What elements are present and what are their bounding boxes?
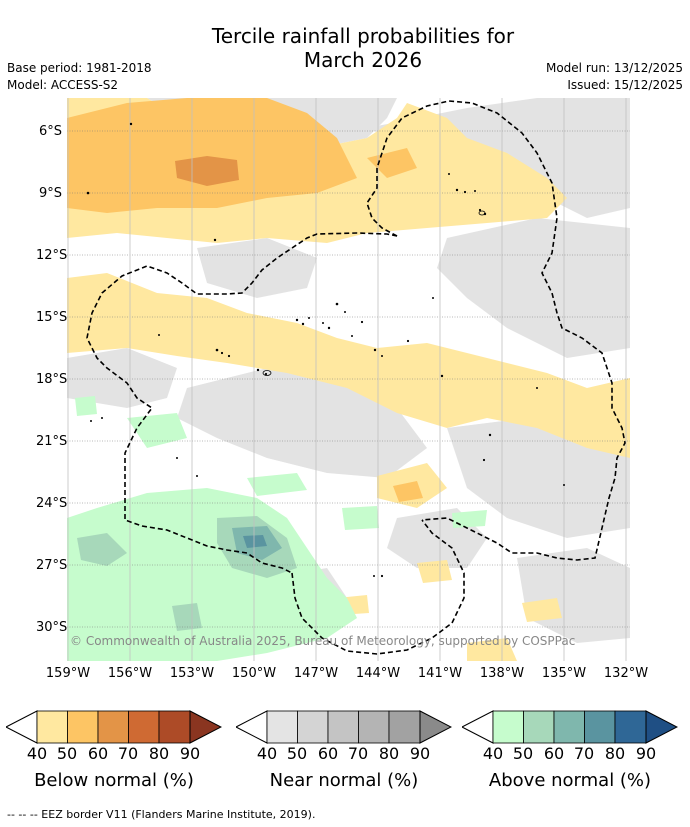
colorbar-below-tick-40: 40 [26,744,48,763]
meta-left: Base period: 1981-2018 Model: ACCESS-S2 [7,60,152,94]
colorbar-near-swatch-70 [358,710,390,744]
eez-borders [86,100,626,655]
colorbar-near-tick-50: 50 [286,744,308,763]
colorbar-below-swatch-50 [67,710,99,744]
map-title-line2: March 2026 [303,48,423,72]
colorbar-above-tick-90: 90 [635,744,657,763]
colorbar-above-tick-40: 40 [482,744,504,763]
colorbar-below-swatch-80 [158,710,191,744]
colorbar-near-tick-60: 60 [317,744,339,763]
colorbar-below-tick-70: 70 [117,744,139,763]
lon-label-150w: 150°W [231,666,277,681]
colorbar-near-swatch-80 [388,710,421,744]
colorbar-below-max-arrow [189,710,222,744]
colorbar-above-swatch-60 [553,710,585,744]
colorbar-below [6,710,222,744]
island-outlines [262,210,486,376]
colorbar-below-tick-50: 50 [56,744,78,763]
colorbar-near-swatch-40 [266,710,298,744]
lon-label-144w: 144°W [355,666,401,681]
lon-label-138w: 138°W [479,666,525,681]
eez-footnote: -- -- -- EEZ border V11 (Flanders Marine… [7,808,316,821]
colorbar-near [236,710,452,744]
colorbar-above-tick-60: 60 [543,744,565,763]
colorbar-above-min-arrow [462,710,494,744]
colorbar-near-swatch-60 [327,710,359,744]
rainfall-map [67,98,630,661]
colorbar-near-label: Near normal (%) [269,770,419,791]
lat-label-9s: 9°S [38,186,62,201]
colorbar-below-swatch-70 [128,710,160,744]
colorbar-near-tick-90: 90 [409,744,431,763]
meta-right: Model run: 13/12/2025 Issued: 15/12/2025 [546,60,683,94]
lat-label-30s: 30°S [36,620,68,635]
colorbar-above-swatch-70 [584,710,616,744]
colorbar-below-min-arrow [6,710,38,744]
lat-label-21s: 21°S [36,434,68,449]
lat-label-24s: 24°S [36,496,68,511]
copyright-notice: © Commonwealth of Australia 2025, Bureau… [70,634,576,648]
colorbar-near-tick-80: 80 [378,744,400,763]
model-name: Model: ACCESS-S2 [7,78,119,92]
lat-label-15s: 15°S [36,310,68,325]
colorbar-near-swatch-50 [297,710,329,744]
colorbar-below-label: Below normal (%) [34,770,194,791]
colorbar-above-label: Above normal (%) [488,770,652,791]
colorbar-above-swatch-50 [523,710,555,744]
lon-label-147w: 147°W [293,666,339,681]
colorbar-above-tick-80: 80 [604,744,626,763]
colorbar-above-tick-50: 50 [512,744,534,763]
colorbar-above-tick-70: 70 [573,744,595,763]
map-title-line1: Tercile rainfall probabilities for [211,24,515,48]
colorbar-below-swatch-60 [97,710,129,744]
lat-label-18s: 18°S [36,372,68,387]
above-normal-regions [67,396,487,661]
lon-label-159w: 159°W [45,666,91,681]
model-run: Model run: 13/12/2025 [545,61,683,75]
colorbar-above [462,710,678,744]
colorbar-near-tick-70: 70 [347,744,369,763]
issued-date: Issued: 15/12/2025 [567,78,683,92]
lon-label-153w: 153°W [169,666,215,681]
colorbar-below-tick-60: 60 [87,744,109,763]
colorbar-above-swatch-40 [492,710,524,744]
lat-label-6s: 6°S [38,124,62,139]
map-title: Tercile rainfall probabilities for March… [0,24,690,72]
meridians [67,98,627,661]
colorbar-above-max-arrow [645,710,678,744]
colorbar-near-max-arrow [419,710,452,744]
lon-label-141w: 141°W [417,666,463,681]
lat-label-27s: 27°S [36,558,68,573]
colorbar-near-tick-40: 40 [256,744,278,763]
colorbar-above-swatch-80 [614,710,647,744]
lat-label-12s: 12°S [36,248,68,263]
colorbar-near-min-arrow [236,710,268,744]
base-period: Base period: 1981-2018 [7,61,152,75]
colorbar-below-swatch-40 [36,710,68,744]
colorbar-below-tick-90: 90 [179,744,201,763]
lon-label-132w: 132°W [603,666,649,681]
colorbar-below-tick-80: 80 [148,744,170,763]
lon-label-135w: 135°W [541,666,587,681]
lon-label-156w: 156°W [107,666,153,681]
